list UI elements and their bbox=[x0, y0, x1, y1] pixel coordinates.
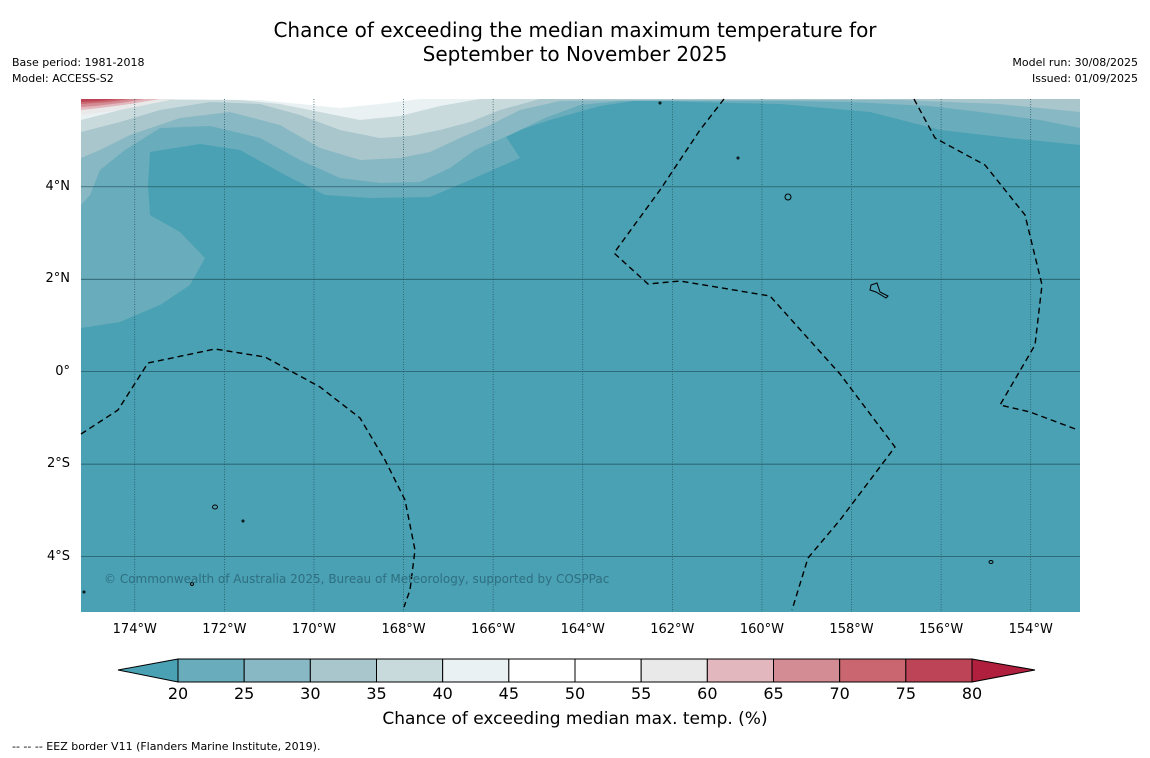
model-name: Model: ACCESS-S2 bbox=[12, 72, 114, 85]
longitude-tick-label: 156°W bbox=[919, 622, 964, 637]
longitude-tick-label: 168°W bbox=[381, 622, 426, 637]
map-background bbox=[81, 99, 1080, 612]
colorbar-below-triangle bbox=[117, 658, 179, 683]
eez-legend-note: -- -- -- EEZ border V11 (Flanders Marine… bbox=[12, 740, 321, 753]
eez-borders bbox=[80, 98, 1079, 611]
colorbar-tick-label: 80 bbox=[961, 684, 983, 703]
latitude-tick-label: 4°S bbox=[46, 548, 70, 564]
colorbar-tick-label: 35 bbox=[366, 684, 387, 703]
island bbox=[784, 193, 792, 201]
chart-title: Chance of exceeding the median maximum t… bbox=[0, 18, 1150, 66]
colorbar-tick-label: 50 bbox=[564, 684, 586, 703]
graticule bbox=[81, 99, 1080, 612]
colorbar-tick-label: 40 bbox=[432, 684, 453, 703]
base-period: Base period: 1981-2018 bbox=[12, 56, 145, 69]
contour-50 bbox=[81, 99, 420, 108]
colorbar-tick-label: 20 bbox=[167, 684, 189, 703]
island bbox=[736, 156, 740, 160]
colorbar-tick-label: 65 bbox=[763, 684, 784, 703]
latitude-tick-label: 2°S bbox=[46, 456, 70, 472]
colorbar-tick-label: 60 bbox=[697, 684, 718, 703]
colorbar-bin bbox=[508, 658, 576, 683]
longitude-tick-label: 160°W bbox=[739, 622, 784, 637]
colorbar-tick-label: 55 bbox=[630, 684, 652, 703]
model-run: Model run: 30/08/2025 bbox=[1012, 56, 1138, 69]
copyright-notice: © Commonwealth of Australia 2025, Bureau… bbox=[104, 572, 610, 586]
grid-lines bbox=[81, 99, 1080, 612]
colorbar-bin bbox=[442, 658, 510, 683]
island bbox=[190, 582, 194, 586]
island bbox=[241, 519, 245, 523]
latitude-tick-label: 0° bbox=[55, 363, 70, 379]
islands bbox=[82, 101, 994, 594]
longitude-tick-label: 172°W bbox=[202, 622, 247, 637]
longitude-tick-label: 154°W bbox=[1008, 622, 1053, 637]
longitude-tick-label: 174°W bbox=[112, 622, 157, 637]
colorbar-bin bbox=[640, 658, 708, 683]
longitude-tick-label: 158°W bbox=[829, 622, 874, 637]
colorbar-bins bbox=[177, 658, 973, 683]
longitude-tick-label: 170°W bbox=[291, 622, 337, 637]
title-line-2: September to November 2025 bbox=[422, 42, 728, 66]
island bbox=[988, 560, 994, 564]
colorbar-bin bbox=[376, 658, 444, 683]
colorbar bbox=[117, 658, 1036, 683]
colorbar-bin bbox=[839, 658, 907, 683]
longitude-tick-label: 166°W bbox=[471, 622, 516, 637]
probability-contours bbox=[81, 99, 1080, 328]
latitude-tick-label: 2°N bbox=[45, 271, 71, 287]
island bbox=[212, 504, 218, 510]
longitude-tick-label: 162°W bbox=[650, 622, 695, 637]
eez-border-southwest bbox=[80, 348, 416, 608]
colorbar-tick-label: 30 bbox=[300, 684, 321, 703]
colorbar-above-triangle bbox=[971, 658, 1036, 683]
colorbar-bin bbox=[905, 658, 973, 683]
colorbar-bin bbox=[574, 658, 642, 683]
longitude-tick-label: 164°W bbox=[560, 622, 605, 637]
title-line-1: Chance of exceeding the median maximum t… bbox=[273, 18, 877, 42]
contour-75 bbox=[81, 99, 118, 102]
issued-date: Issued: 01/09/2025 bbox=[1031, 72, 1138, 85]
colorbar-bin bbox=[177, 658, 245, 683]
meta-left: Base period: 1981-2018 Model: ACCESS-S2 bbox=[12, 55, 144, 87]
island bbox=[869, 282, 889, 299]
colorbar-tick-label: 45 bbox=[498, 684, 519, 703]
contour-45 bbox=[81, 99, 480, 120]
island bbox=[82, 590, 86, 594]
colorbar-bin bbox=[706, 658, 774, 683]
colorbar-bin bbox=[773, 658, 841, 683]
colorbar-title: Chance of exceeding median max. temp. (%… bbox=[382, 709, 768, 729]
eez-border-central bbox=[613, 98, 896, 611]
colorbar-tick-label: 75 bbox=[895, 684, 916, 703]
latitude-tick-label: 4°N bbox=[45, 178, 71, 194]
meta-right: Model run: 30/08/2025 Issued: 01/09/2025 bbox=[1012, 55, 1138, 87]
colorbar-tick-label: 70 bbox=[829, 684, 850, 703]
eez-border-east bbox=[913, 98, 1079, 431]
colorbar-tick-label: 25 bbox=[233, 684, 255, 703]
island bbox=[658, 101, 662, 105]
colorbar-bin bbox=[309, 658, 378, 683]
colorbar-bin bbox=[243, 658, 311, 683]
